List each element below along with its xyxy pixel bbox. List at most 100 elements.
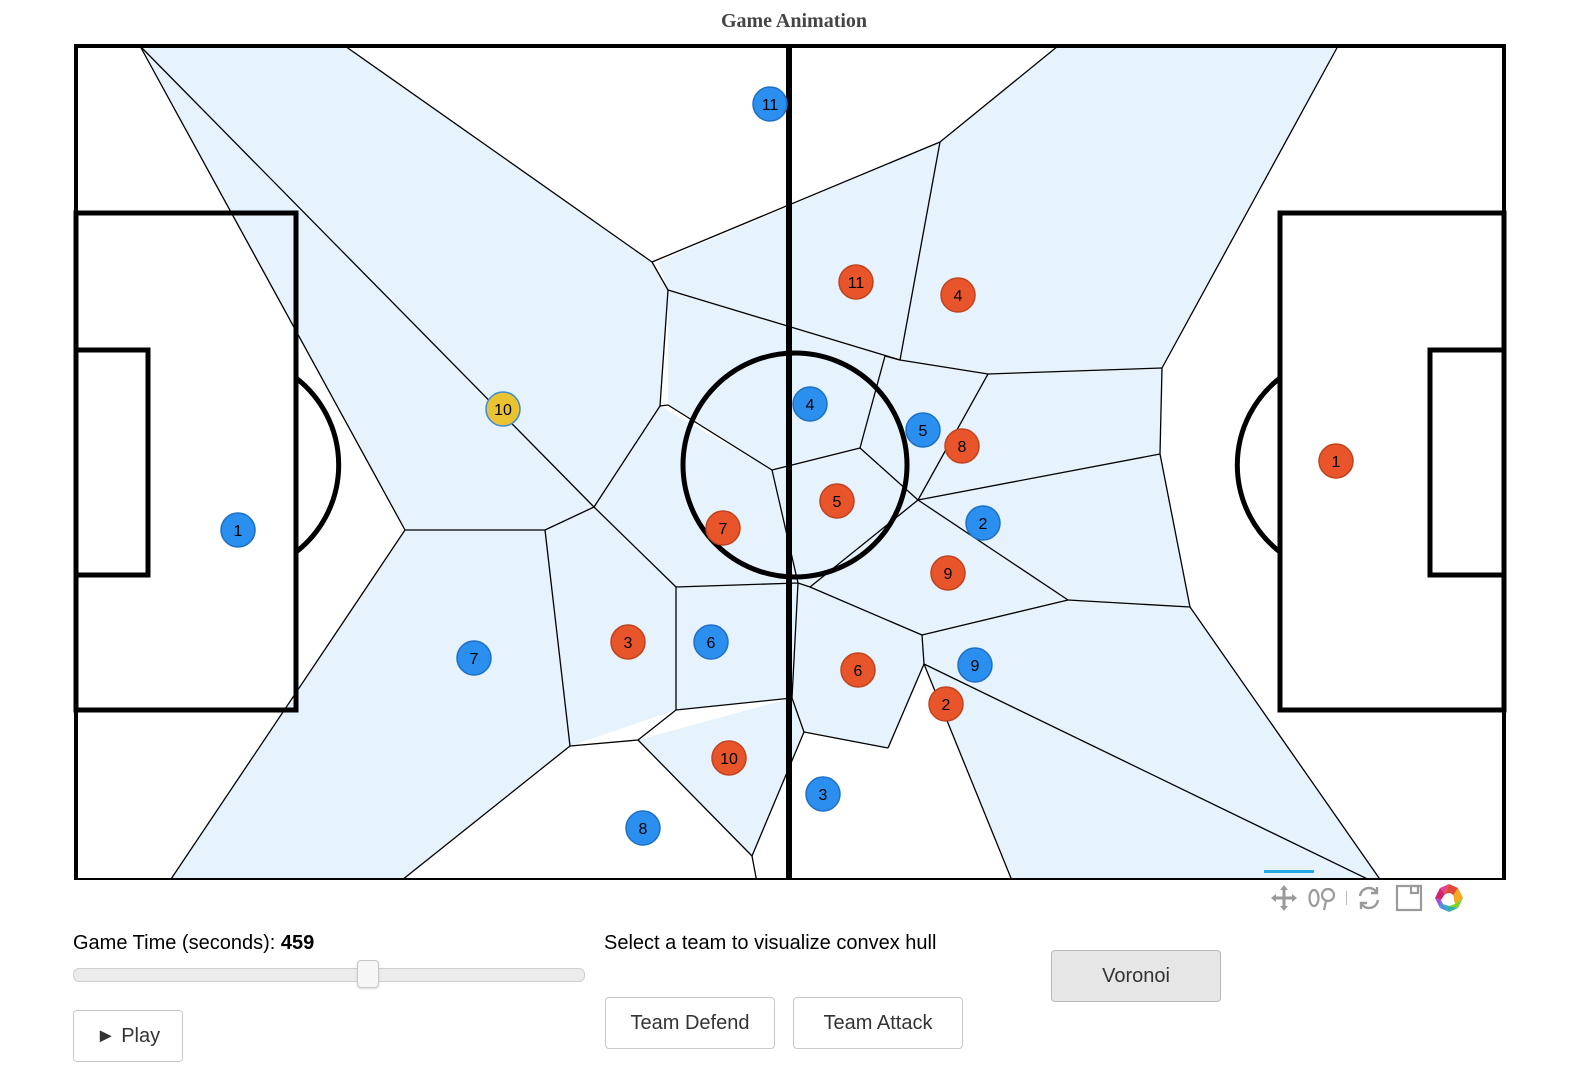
player-marker [693, 624, 729, 660]
voronoi-edge [797, 582, 811, 588]
voronoi-cell [918, 454, 1190, 607]
defend-player-2[interactable]: 2 [965, 505, 1001, 541]
wheel-zoom-icon[interactable] [1304, 880, 1344, 916]
voronoi-edge [1159, 367, 1163, 455]
defend-player-8[interactable]: 8 [625, 810, 661, 846]
pitch-markings [73, 44, 1507, 880]
bokeh-logo-icon[interactable] [1429, 880, 1469, 916]
voronoi-edge [593, 405, 661, 508]
attack-player-1[interactable]: 1 [1318, 443, 1354, 479]
voronoi-cell [545, 507, 676, 746]
attack-player-8[interactable]: 8 [944, 428, 980, 464]
play-button[interactable]: ► Play [73, 1010, 183, 1062]
team-attack-button[interactable]: Team Attack [793, 997, 963, 1049]
player-number: 9 [971, 658, 980, 675]
voronoi-edge [1161, 45, 1339, 369]
defend-player-4[interactable]: 4 [792, 386, 828, 422]
voronoi-edge [917, 499, 1069, 601]
voronoi-edge [859, 447, 919, 501]
voronoi-cells [140, 46, 1381, 880]
player-number: 2 [979, 516, 988, 533]
voronoi-edge [651, 261, 669, 291]
voronoi-edge [887, 663, 925, 749]
player-marker [705, 510, 741, 546]
player-marker [805, 776, 841, 812]
voronoi-button[interactable]: Voronoi [1051, 950, 1221, 1002]
defend-player-11[interactable]: 11 [752, 86, 788, 122]
voronoi-edge [1159, 453, 1191, 608]
voronoi-cell [676, 583, 798, 710]
player-marker [838, 264, 874, 300]
player-number: 8 [958, 439, 967, 456]
player-marker [905, 412, 941, 448]
attack-player-2[interactable]: 2 [928, 686, 964, 722]
voronoi-cell [594, 406, 798, 587]
voronoi-edge [675, 697, 793, 711]
defend-player-6[interactable]: 6 [693, 624, 729, 660]
voronoi-edge [637, 709, 677, 741]
player-marker [456, 640, 492, 676]
attack-player-5[interactable]: 5 [819, 483, 855, 519]
player-number: 3 [624, 635, 633, 652]
player-number: 9 [944, 566, 953, 583]
voronoi-cell [140, 46, 668, 530]
voronoi-edge [637, 739, 753, 857]
player-number: 6 [707, 635, 716, 652]
right-goal-box [1427, 347, 1507, 578]
voronoi-edge [803, 731, 889, 749]
player-number: 2 [942, 697, 951, 714]
active-tool-indicator [1264, 870, 1314, 873]
reset-icon[interactable] [1349, 880, 1389, 916]
save-icon[interactable] [1389, 880, 1429, 916]
player-marker [752, 86, 788, 122]
left-penalty-arc [294, 376, 342, 554]
player-number: 8 [639, 821, 648, 838]
attack-player-10[interactable]: 10 [711, 740, 747, 776]
player-marker [220, 512, 256, 548]
defend-player-1[interactable]: 1 [220, 512, 256, 548]
right-penalty-arc [1234, 376, 1282, 554]
player-number: 3 [819, 787, 828, 804]
attack-player-11[interactable]: 11 [838, 264, 874, 300]
attack-player-9[interactable]: 9 [930, 555, 966, 591]
player-number: 1 [234, 523, 243, 540]
player-number: 10 [494, 402, 512, 419]
voronoi-edge [921, 634, 925, 665]
voronoi-edge [593, 506, 677, 588]
voronoi-edge [751, 855, 758, 880]
player-marker [625, 810, 661, 846]
defend-player-5[interactable]: 5 [905, 412, 941, 448]
player-number: 7 [719, 521, 728, 538]
defend-player-10[interactable]: 10 [485, 391, 521, 427]
defend-player-7[interactable]: 7 [456, 640, 492, 676]
game-time-slider-track[interactable] [73, 968, 585, 982]
voronoi-edge [344, 45, 653, 263]
team-defend-button[interactable]: Team Defend [605, 997, 775, 1049]
voronoi-edge [899, 141, 941, 361]
pan-icon[interactable] [1264, 880, 1304, 916]
left-goal-box [73, 347, 151, 578]
attack-player-4[interactable]: 4 [940, 277, 976, 313]
attack-player-6[interactable]: 6 [840, 652, 876, 688]
voronoi-cell [922, 600, 1381, 880]
game-time-label: Game Time (seconds): 459 [73, 932, 314, 955]
defend-player-9[interactable]: 9 [957, 647, 993, 683]
voronoi-edge [139, 45, 595, 508]
player-marker [840, 652, 876, 688]
voronoi-edge [667, 404, 773, 471]
player-marker [928, 686, 964, 722]
voronoi-edge [921, 599, 1069, 636]
attack-player-3[interactable]: 3 [610, 624, 646, 660]
attack-player-7[interactable]: 7 [705, 510, 741, 546]
player-number: 7 [470, 651, 479, 668]
player-marker [610, 624, 646, 660]
voronoi-edge [659, 404, 669, 407]
defend-player-3[interactable]: 3 [805, 776, 841, 812]
voronoi-edge [544, 529, 571, 747]
voronoi-edge [859, 355, 886, 449]
voronoi-edge [917, 453, 1161, 501]
left-penalty-box [73, 210, 299, 713]
game-time-slider-handle[interactable] [357, 960, 380, 988]
player-number: 5 [919, 423, 928, 440]
